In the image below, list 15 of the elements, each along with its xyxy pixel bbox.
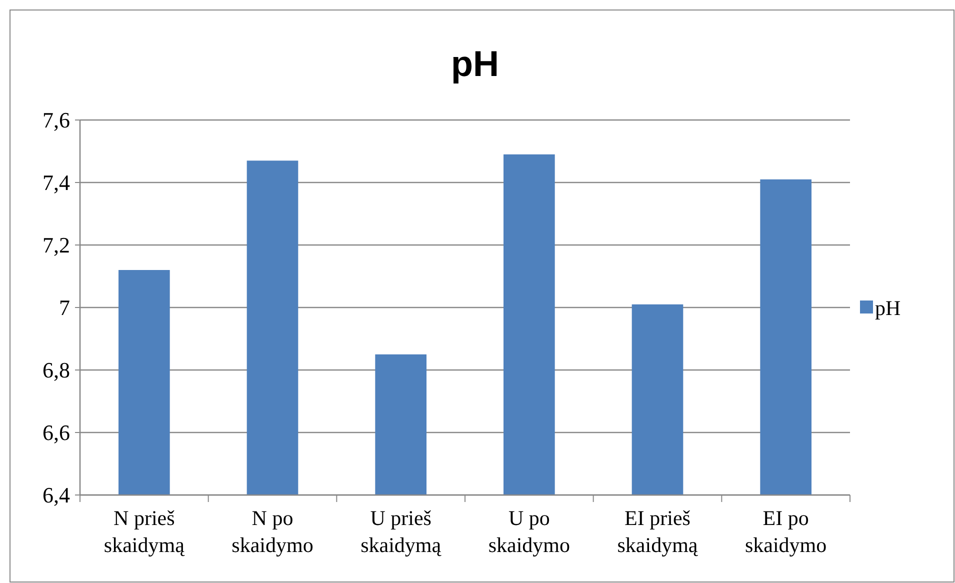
y-tick-label: 6,6 xyxy=(42,420,70,446)
chart-title: pH xyxy=(451,43,499,84)
x-tick-label: N prieš skaidymą xyxy=(104,506,186,557)
y-tick-label: 7 xyxy=(59,295,70,320)
x-tick-label: U prieš skaidymą xyxy=(360,506,442,557)
legend-label: pH xyxy=(875,296,901,320)
x-tick-label: EI po skaidymo xyxy=(744,506,827,557)
y-tick-label: 6,4 xyxy=(42,482,70,508)
y-tick-label: 7,6 xyxy=(42,108,70,133)
y-tick-label: 7,4 xyxy=(42,170,70,196)
x-tick-label: U po skaidymo xyxy=(488,506,570,557)
y-tick-label: 6,8 xyxy=(42,358,70,383)
x-tick-label: EI prieš skaidymą xyxy=(617,506,698,557)
y-tick-label: 7,2 xyxy=(42,232,70,258)
x-tick-label: N po skaidymo xyxy=(232,506,314,557)
